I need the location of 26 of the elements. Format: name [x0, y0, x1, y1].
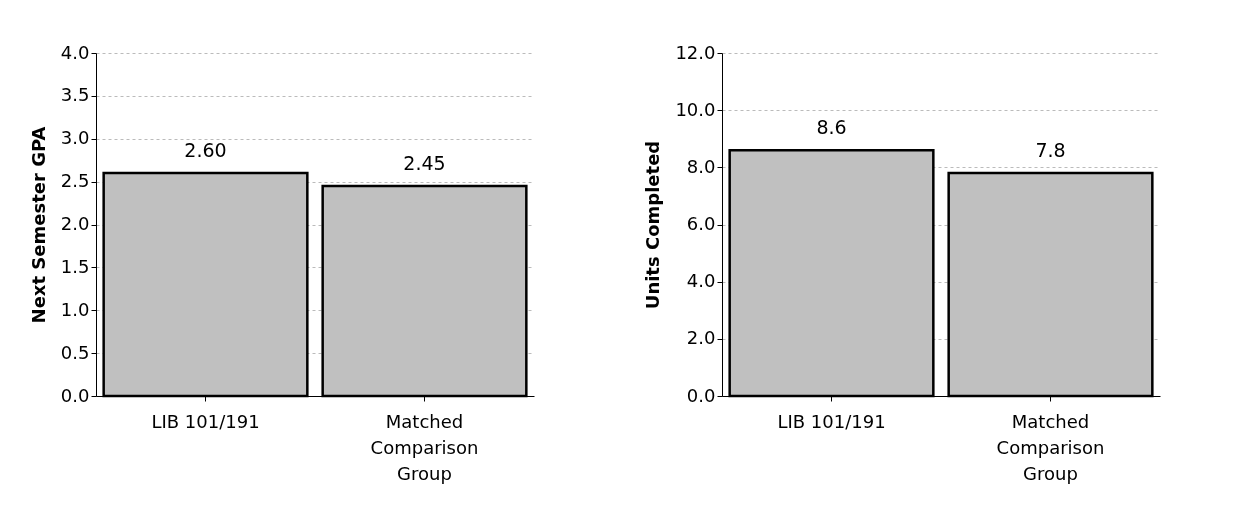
x-tick-label: Matched Comparison Group: [370, 410, 479, 484]
y-tick-label: 3.5: [60, 84, 90, 106]
y-tick-label: 4.0: [60, 41, 90, 63]
y-tick-label: 12.0: [675, 41, 716, 63]
y-tick-label: 8.0: [686, 155, 716, 177]
y-tick-label: 10.0: [675, 98, 716, 120]
y-axis-title: Next Semester GPA: [27, 126, 49, 324]
y-tick-label: 6.0: [686, 213, 716, 234]
y-tick-label: 3.0: [60, 127, 90, 149]
x-tick-label: Matched Comparison Group: [996, 410, 1105, 484]
y-tick-label: 2.5: [60, 170, 90, 192]
data-label: 2.60: [184, 139, 227, 162]
y-tick-label: 0.5: [60, 341, 90, 363]
data-label: 8.6: [816, 116, 847, 139]
y-tick-label: 2.0: [686, 327, 716, 349]
y-tick-label: 4.0: [686, 270, 716, 292]
data-label: 7.8: [1035, 139, 1066, 162]
x-tick-label: LIB 101/191: [777, 410, 886, 432]
y-tick-label: 2.0: [60, 213, 90, 234]
y-tick-label: 0.0: [686, 384, 716, 406]
x-tick-label: LIB 101/191: [151, 410, 260, 432]
y-tick-label: 1.0: [60, 298, 90, 320]
y-axis-title: Units Completed: [642, 140, 664, 310]
data-label: 2.45: [403, 151, 446, 174]
y-tick-label: 1.5: [60, 255, 90, 277]
y-tick-label: 0.0: [60, 384, 90, 406]
